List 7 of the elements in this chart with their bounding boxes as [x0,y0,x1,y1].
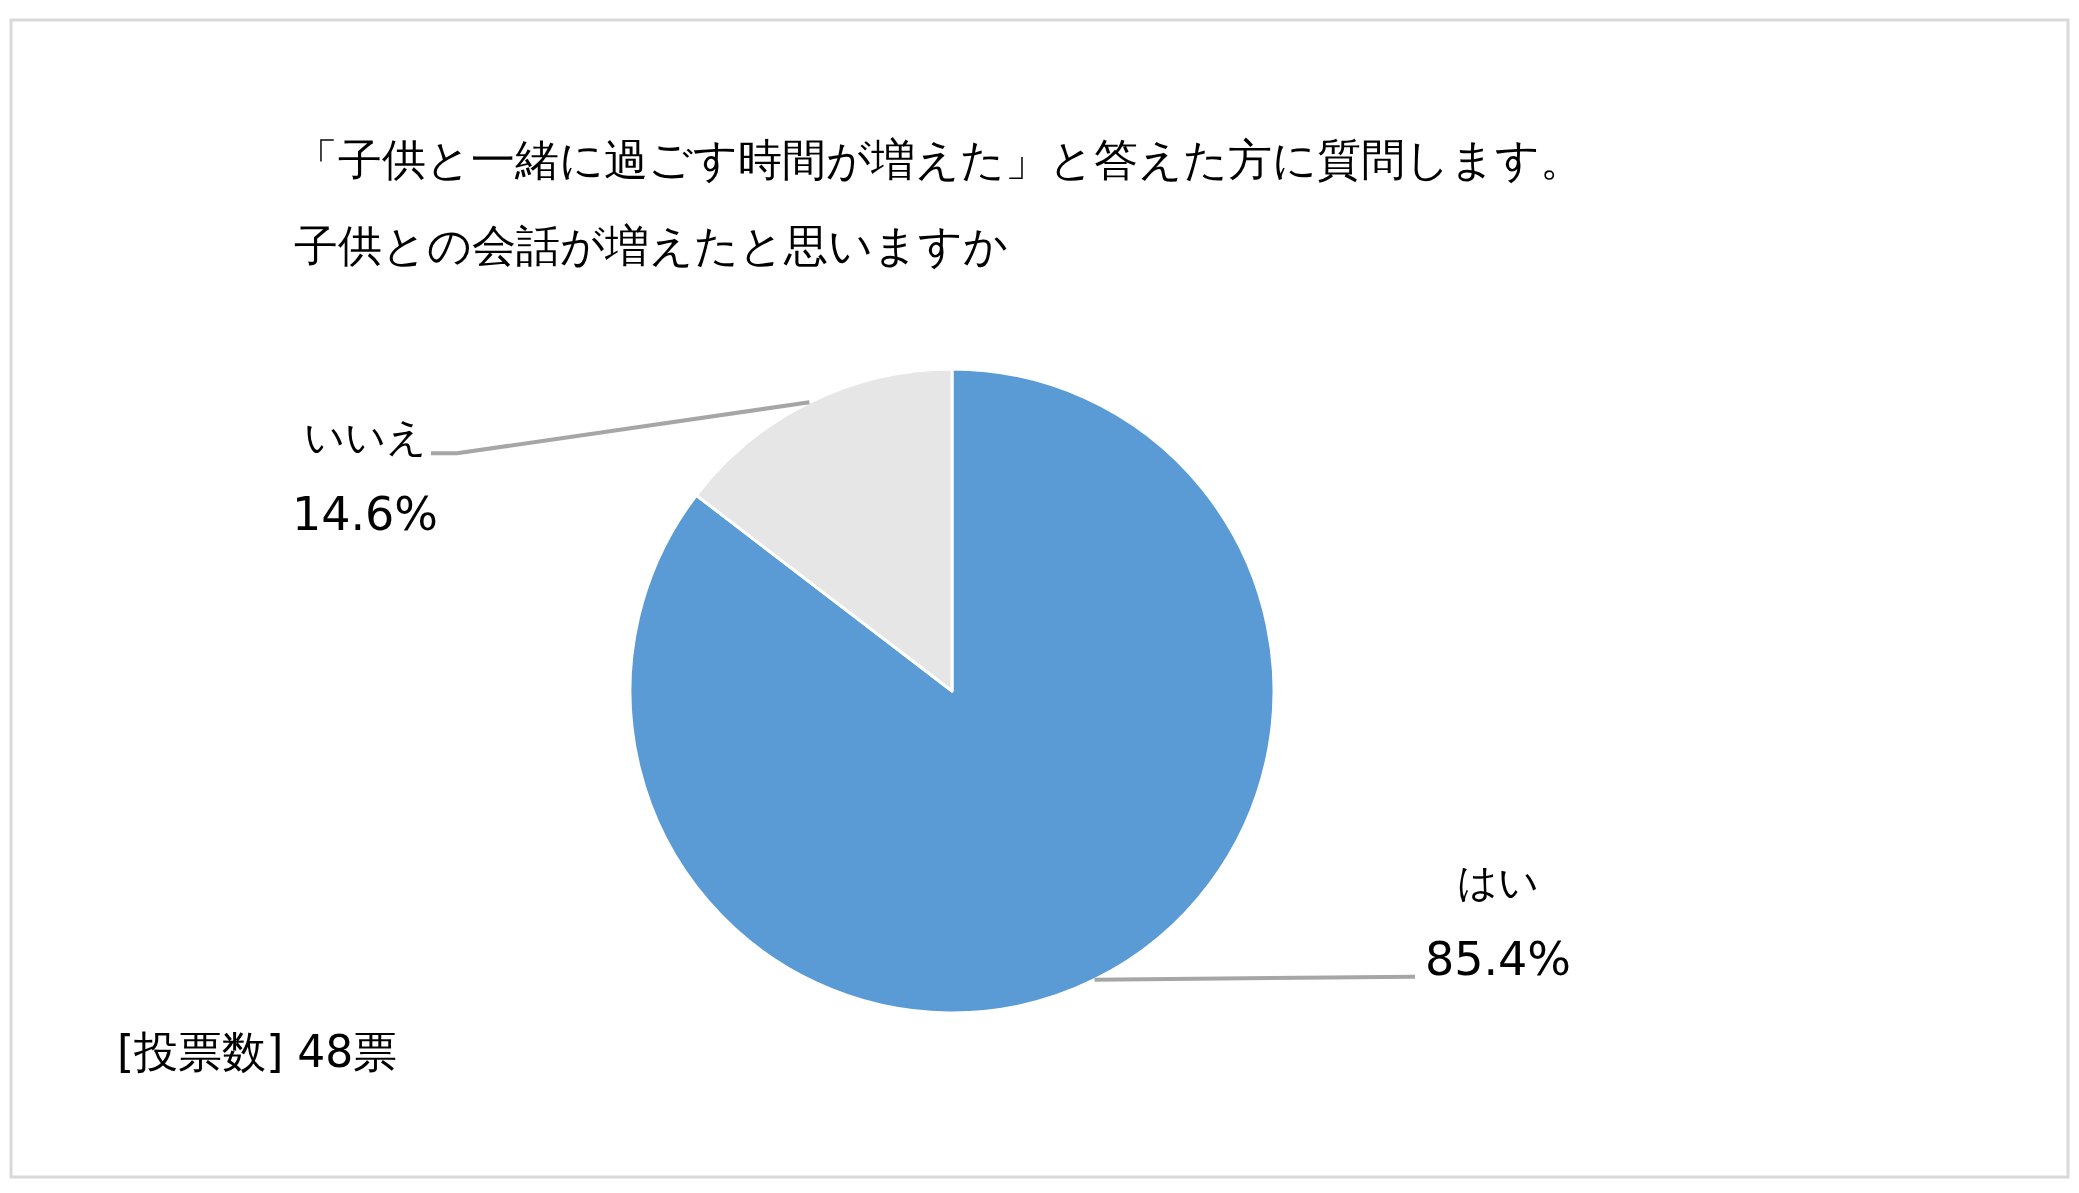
data-label: 85.4% [1424,931,1572,986]
text: [投票数] 48票 [117,1025,398,1077]
chart-title: 「子供と一緒に過ごす時間が増えた」と答えた方に質問します。 [294,133,1584,185]
chart-subtitle: 子供との会話が増えたと思いますか [294,219,1008,271]
slice-label: はい [1457,858,1539,905]
slice-label: いいえ [303,414,427,461]
data-label: 14.6% [291,487,439,542]
